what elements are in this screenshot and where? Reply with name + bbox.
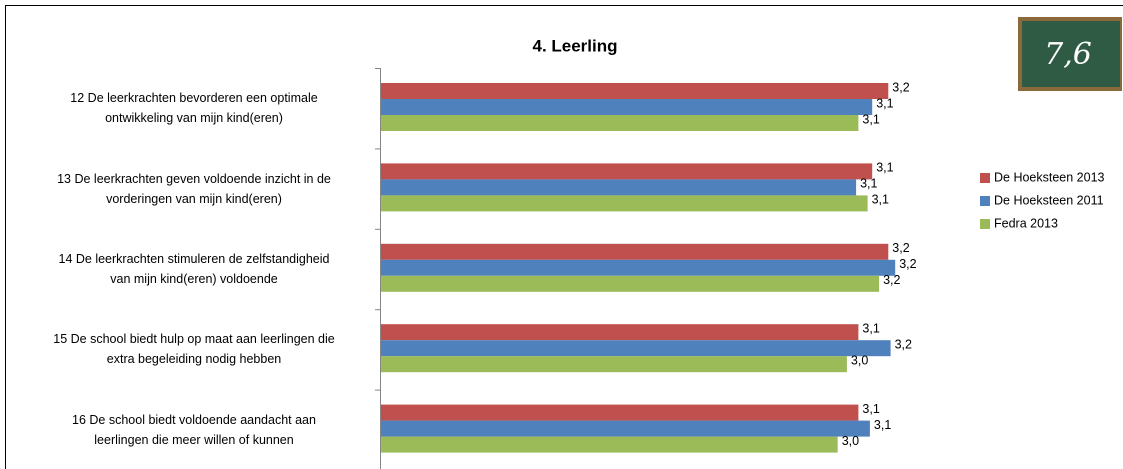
bar [381,420,870,437]
bar [381,259,896,276]
y-tick-label: 16 De school biedt voldoende aandacht aa… [72,412,316,447]
score-badge: 7,6 [1018,17,1122,91]
bar [381,404,859,421]
value-label: 3,2 [892,80,909,94]
value-label: 3,1 [872,193,889,207]
y-tick-label: 12 De leerkrachten bevorderen een optima… [70,91,318,126]
bar [381,340,891,357]
badge-text: 7,6 [1044,37,1092,72]
value-label: 3,1 [860,177,877,191]
bar [381,195,868,212]
bar [381,99,873,115]
y-tick-label: 13 De leerkrachten geven voldoende inzic… [57,171,331,206]
value-label: 3,2 [883,273,900,287]
y-tick-label: 15 De school biedt hulp op maat aan leer… [53,332,335,367]
value-label: 3,2 [899,257,916,271]
bar [381,115,859,131]
value-label: 3,1 [876,96,893,110]
badge-board [1022,21,1120,87]
legend-swatch [980,219,990,229]
y-tick-label: 14 De leerkrachten stimuleren de zelfsta… [58,252,330,286]
value-label: 3,0 [851,353,868,367]
chart-frame [5,5,1123,469]
value-label: 3,1 [862,321,879,335]
bar [381,324,859,341]
bar [381,179,857,196]
bar [381,243,889,260]
value-label: 3,1 [874,418,891,432]
legend-swatch [980,173,990,183]
legend-label: De Hoeksteen 2013 [994,170,1105,184]
legend-swatch [980,196,990,206]
bar [381,275,880,292]
legend-label: Fedra 2013 [994,216,1058,230]
value-label: 3,1 [876,161,893,175]
value-label: 3,1 [862,402,879,416]
legend-label: De Hoeksteen 2011 [994,193,1104,207]
value-label: 3,1 [862,112,879,126]
bar [381,163,873,180]
value-label: 3,0 [842,434,859,448]
chart-title: 4. Leerling [532,36,617,55]
bar [381,436,838,453]
value-label: 3,2 [895,337,912,351]
bar [381,356,847,373]
value-label: 3,2 [892,241,909,255]
bar [381,83,889,99]
